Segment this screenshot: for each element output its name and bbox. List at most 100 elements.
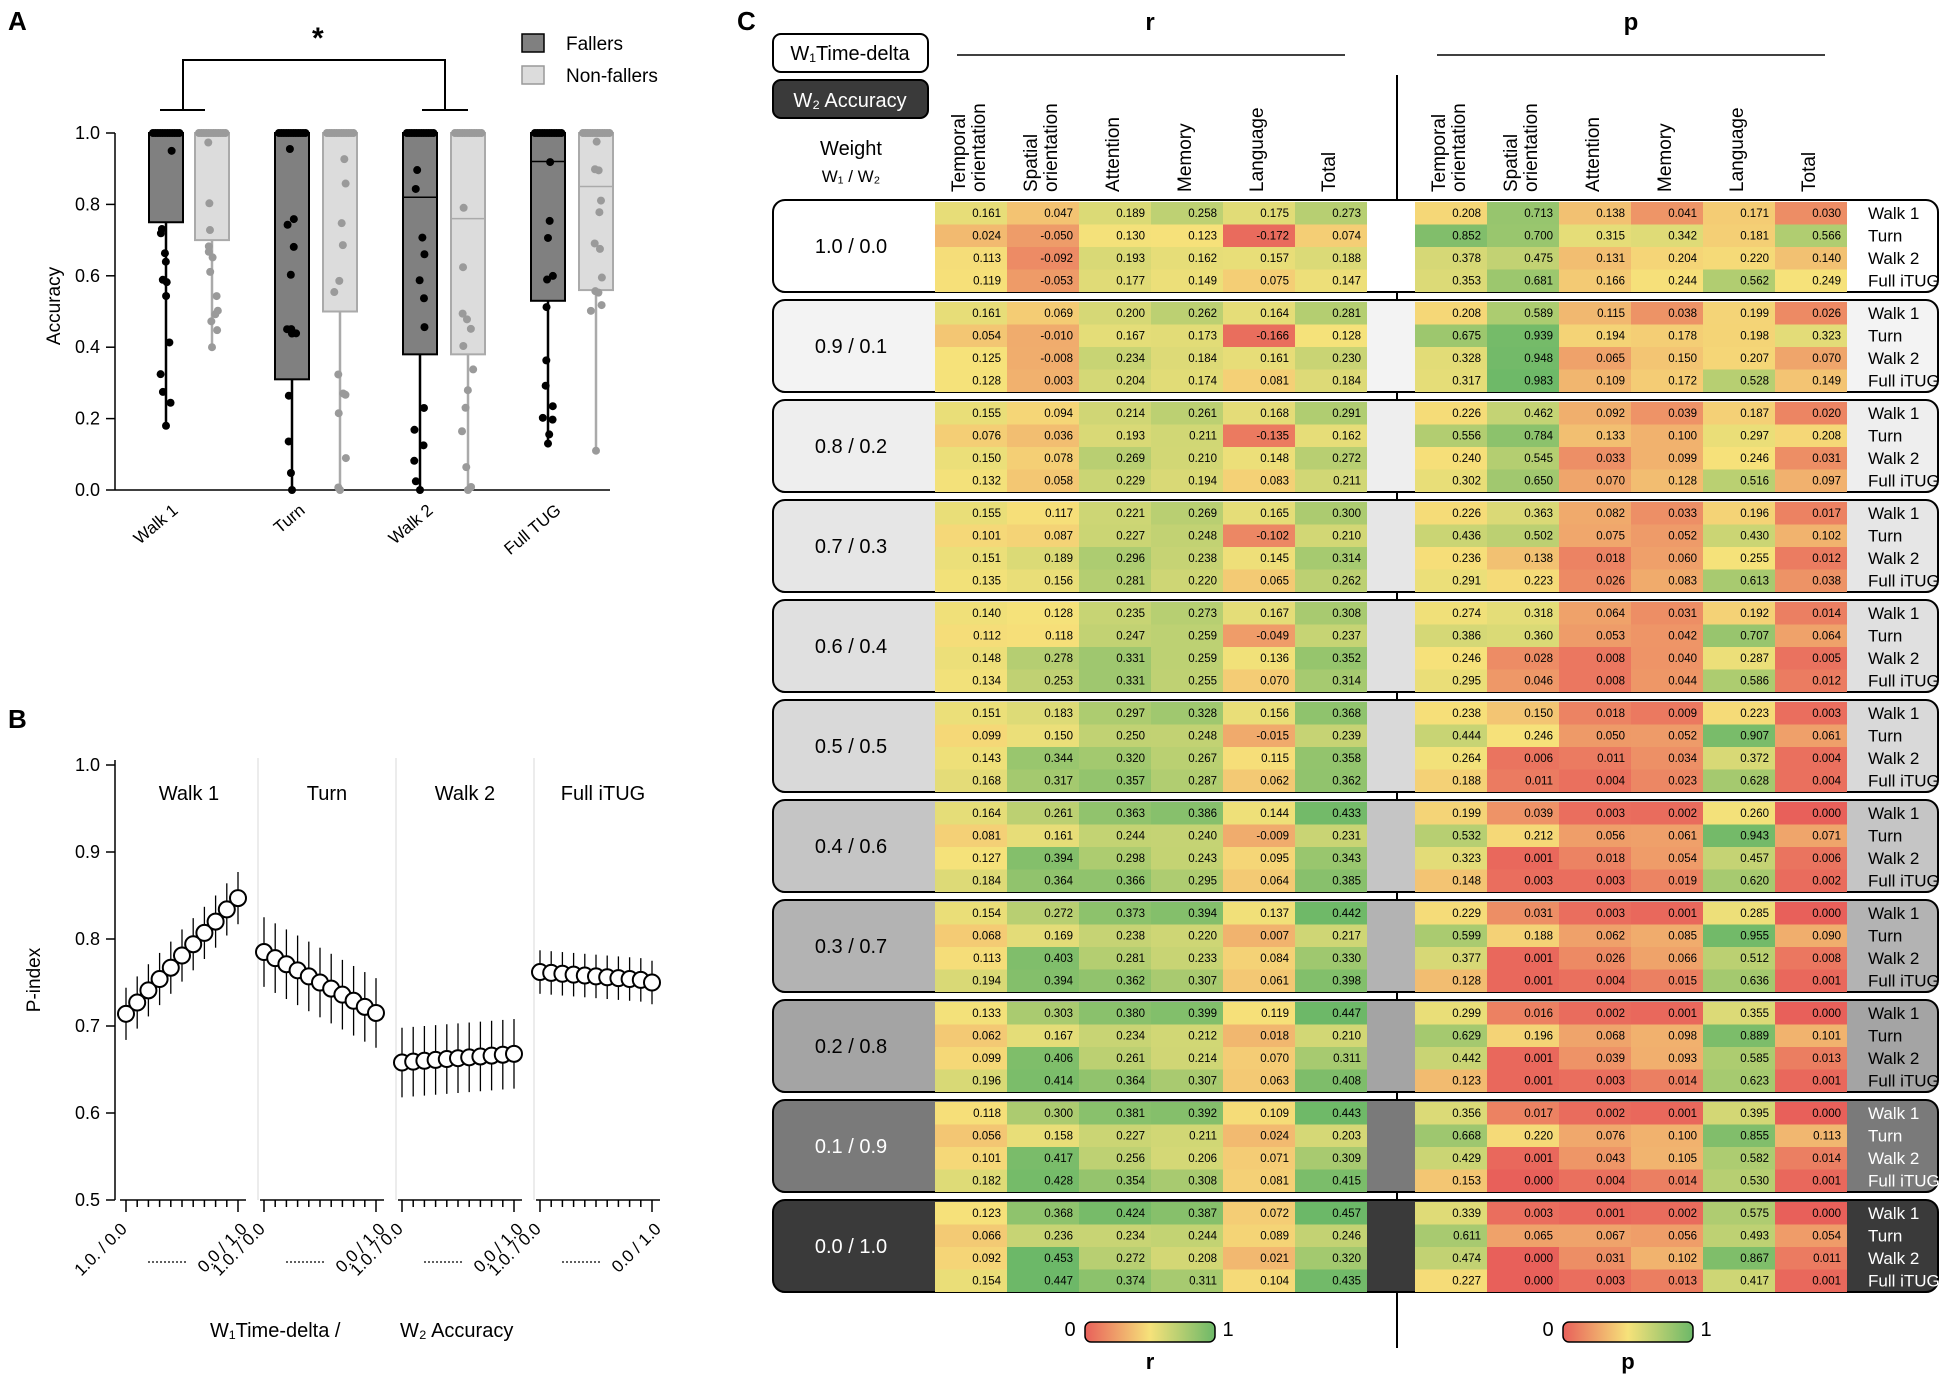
- p-cell: [1415, 847, 1487, 870]
- r-cell: [1079, 369, 1151, 392]
- p-cell: [1775, 1024, 1847, 1047]
- r-cell-value: 0.064: [1260, 876, 1289, 888]
- data-point: [462, 315, 471, 324]
- p-cell-value: 0.238: [1452, 708, 1481, 720]
- p-cell: [1415, 224, 1487, 247]
- data-point: [544, 439, 552, 448]
- p-cell-value: 0.907: [1740, 731, 1769, 743]
- p-cell-value: 0.001: [1668, 908, 1697, 920]
- row-label: Full iTUG: [1868, 772, 1940, 791]
- r-cell: [1151, 1124, 1223, 1147]
- p-cell-value: 0.855: [1740, 1131, 1769, 1143]
- r-cell-value: 0.281: [1332, 308, 1361, 320]
- p-cell: [1631, 547, 1703, 570]
- data-point: [213, 326, 222, 335]
- p-cell-value: 0.002: [1668, 808, 1697, 820]
- p-cell: [1559, 469, 1631, 492]
- r-cell: [935, 547, 1007, 570]
- r-cell-value: 0.237: [1332, 631, 1361, 643]
- r-cell: [1223, 1002, 1295, 1025]
- p-cell-value: 0.013: [1668, 1276, 1697, 1288]
- p-cell: [1775, 847, 1847, 870]
- r-cell: [1295, 1002, 1367, 1025]
- r-cell-value: 0.447: [1044, 1276, 1073, 1288]
- r-cell-value: 0.248: [1188, 731, 1217, 743]
- p-cell: [1487, 569, 1559, 592]
- p-cell: [1487, 524, 1559, 547]
- p-cell: [1631, 1002, 1703, 1025]
- r-cell-value: 0.196: [972, 1076, 1001, 1088]
- data-point: [158, 275, 167, 284]
- r-cell-value: 0.210: [1188, 453, 1217, 465]
- p-cell-value: 0.955: [1740, 931, 1769, 943]
- p-cell: [1559, 1069, 1631, 1092]
- p-cell-value: 0.713: [1524, 208, 1553, 220]
- p-cell-value: 0.042: [1668, 631, 1697, 643]
- row-label: Walk 1: [1868, 404, 1919, 423]
- data-point: [458, 427, 467, 436]
- p-cell-value: 0.227: [1452, 1276, 1481, 1288]
- p-cell: [1415, 947, 1487, 970]
- r-cell-value: 0.314: [1332, 553, 1361, 565]
- p-cell-value: 0.002: [1596, 1008, 1625, 1020]
- p-cell-value: 0.586: [1740, 676, 1769, 688]
- data-point: [286, 468, 295, 477]
- p-cell-value: 0.003: [1596, 876, 1625, 888]
- r-cell-value: 0.297: [1116, 708, 1145, 720]
- r-cell: [1295, 547, 1367, 570]
- p-cell-value: 0.039: [1524, 808, 1553, 820]
- r-cell-value: 0.118: [1045, 631, 1073, 643]
- r-cell: [1223, 1024, 1295, 1047]
- r-cell-value: 0.188: [1332, 253, 1361, 265]
- p-cell-value: 0.064: [1812, 631, 1841, 643]
- r-cell-value: 0.231: [1332, 831, 1361, 843]
- r-cell-value: 0.331: [1116, 676, 1145, 688]
- p-cell-value: 0.083: [1668, 576, 1697, 588]
- r-cell: [1223, 969, 1295, 992]
- r-cell: [935, 1002, 1007, 1025]
- p-cell: [1775, 1202, 1847, 1225]
- r-cell: [1151, 202, 1223, 225]
- p-cell-value: 0.001: [1668, 1108, 1697, 1120]
- data-point: [411, 477, 420, 486]
- r-cell-value: 0.234: [1116, 353, 1145, 365]
- r-cell: [1079, 1069, 1151, 1092]
- r-cell: [935, 702, 1007, 725]
- data-point: [166, 398, 175, 407]
- p-cell: [1487, 802, 1559, 825]
- r-cell: [1079, 547, 1151, 570]
- p-cell: [1775, 1169, 1847, 1192]
- data-point: [341, 179, 350, 188]
- r-cell-value: 0.240: [1188, 831, 1217, 843]
- r-cell-value: 0.065: [1260, 576, 1289, 588]
- p-cell-value: 0.220: [1524, 1131, 1553, 1143]
- r-cell-value: -0.166: [1256, 331, 1289, 343]
- r-title: r: [1145, 9, 1154, 36]
- p-cell: [1631, 769, 1703, 792]
- p-cell: [1415, 747, 1487, 770]
- r-cell-value: 0.259: [1188, 631, 1217, 643]
- r-cell: [1295, 1124, 1367, 1147]
- r-cell-value: 0.308: [1332, 608, 1361, 620]
- p-cell: [1415, 347, 1487, 370]
- p-cell: [1775, 369, 1847, 392]
- p-cell: [1631, 1202, 1703, 1225]
- p-cell: [1703, 547, 1775, 570]
- data-point: [301, 129, 310, 137]
- p-cell: [1703, 1124, 1775, 1147]
- r-cell-value: -0.008: [1040, 353, 1073, 365]
- p-cell-value: 0.071: [1812, 831, 1841, 843]
- r-cell-value: 0.261: [1188, 408, 1217, 420]
- p-cell-value: 0.003: [1596, 1076, 1625, 1088]
- p-cell-value: 0.589: [1524, 308, 1553, 320]
- p-cell-value: 0.097: [1812, 476, 1841, 488]
- p-cell-value: 0.098: [1668, 1031, 1697, 1043]
- r-cell: [1079, 502, 1151, 525]
- p-cell: [1559, 1002, 1631, 1025]
- p-cell-value: 0.285: [1740, 908, 1769, 920]
- p-cell: [1487, 947, 1559, 970]
- p-cell-value: 0.115: [1597, 308, 1625, 320]
- r-cell-value: 0.155: [972, 508, 1001, 520]
- p-cell: [1631, 324, 1703, 347]
- r-cell: [1295, 402, 1367, 425]
